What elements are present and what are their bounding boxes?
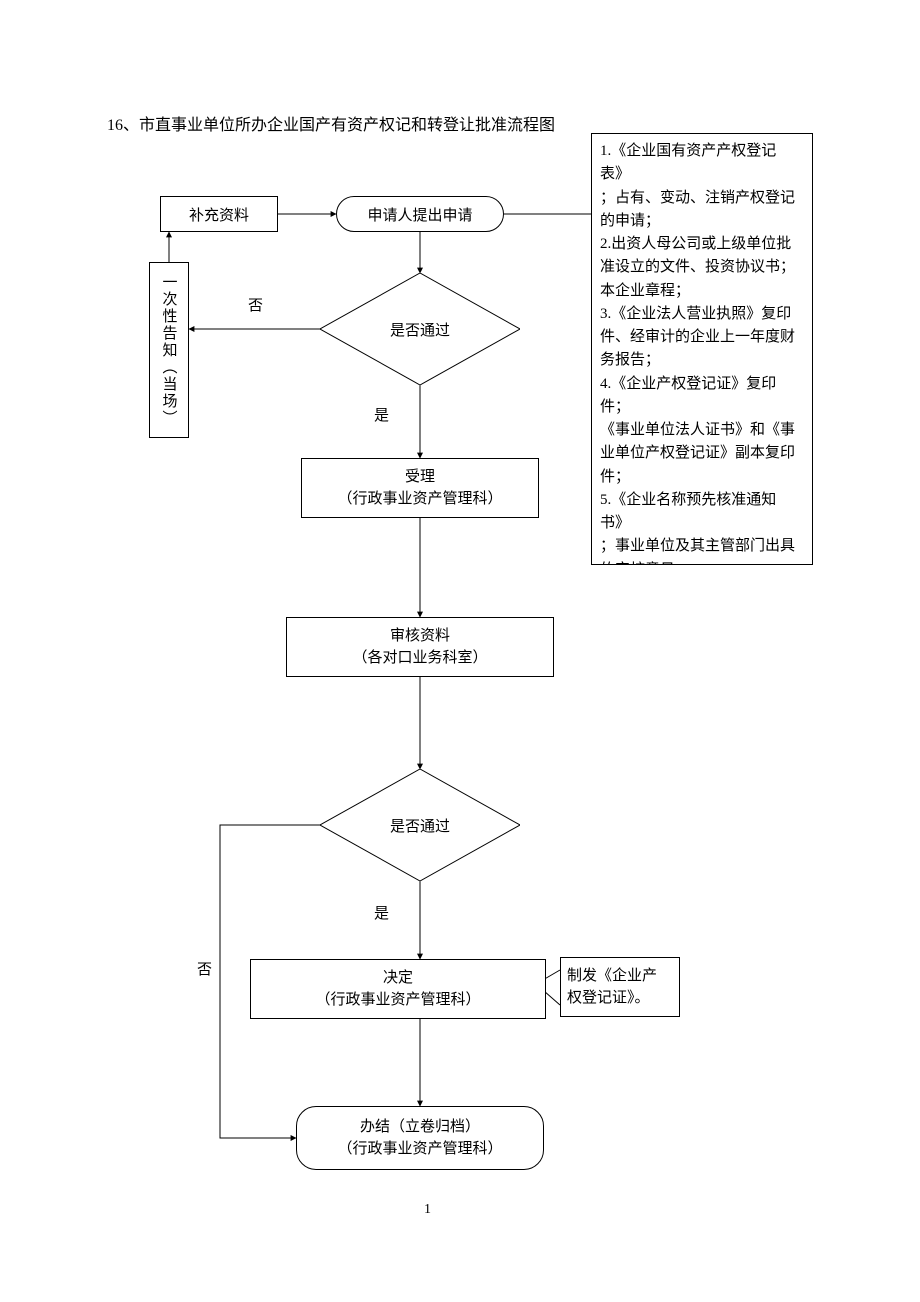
flowchart-page: 16、市直事业单位所办企业国产有资产权记和转登让批准流程图 bbox=[0, 0, 920, 1302]
node-supplement: 补充资料 bbox=[160, 196, 278, 232]
node-review: 审核资料 （各对口业务科室） bbox=[286, 617, 554, 677]
node-info: 1.《企业国有资产产权登记表》 ；占有、变动、注销产权登记 的申请； 2.出资人… bbox=[591, 133, 813, 565]
node-note-line1: 制发《企业产 bbox=[567, 965, 657, 988]
node-decision1-label: 是否通过 bbox=[320, 273, 520, 385]
node-review-line2: （各对口业务科室） bbox=[352, 647, 487, 670]
page-number: 1 bbox=[424, 1202, 431, 1218]
node-decision1: 是否通过 bbox=[320, 273, 520, 385]
node-decide-line2: （行政事业资产管理科） bbox=[315, 989, 480, 1012]
node-notice-label: 一次性告知（当场） bbox=[159, 274, 180, 427]
node-accept-line2: （行政事业资产管理科） bbox=[337, 488, 502, 511]
node-info-content: 1.《企业国有资产产权登记表》 ；占有、变动、注销产权登记 的申请； 2.出资人… bbox=[600, 140, 804, 565]
node-review-line1: 审核资料 bbox=[390, 625, 450, 648]
node-applicant: 申请人提出申请 bbox=[336, 196, 504, 232]
node-complete-line1: 办结（立卷归档） bbox=[360, 1116, 480, 1139]
label-decision2-yes: 是 bbox=[372, 902, 391, 923]
label-decision1-yes: 是 bbox=[372, 404, 391, 425]
node-decide-line1: 决定 bbox=[383, 967, 413, 990]
node-applicant-label: 申请人提出申请 bbox=[367, 204, 472, 225]
node-decision2: 是否通过 bbox=[320, 769, 520, 881]
label-decision1-no: 否 bbox=[246, 294, 265, 315]
node-accept-line1: 受理 bbox=[405, 466, 435, 489]
node-decision2-label: 是否通过 bbox=[320, 769, 520, 881]
label-decision2-no: 否 bbox=[195, 958, 214, 979]
node-supplement-label: 补充资料 bbox=[189, 204, 249, 225]
node-decide: 决定 （行政事业资产管理科） bbox=[250, 959, 546, 1019]
node-note-line2: 权登记证》。 bbox=[567, 987, 650, 1010]
page-title: 16、市直事业单位所办企业国产有资产权记和转登让批准流程图 bbox=[107, 111, 555, 135]
node-complete-line2: （行政事业资产管理科） bbox=[337, 1138, 502, 1161]
node-complete: 办结（立卷归档） （行政事业资产管理科） bbox=[296, 1106, 544, 1170]
node-note: 制发《企业产 权登记证》。 bbox=[560, 957, 680, 1017]
node-accept: 受理 （行政事业资产管理科） bbox=[301, 458, 539, 518]
node-notice: 一次性告知（当场） bbox=[149, 262, 189, 438]
